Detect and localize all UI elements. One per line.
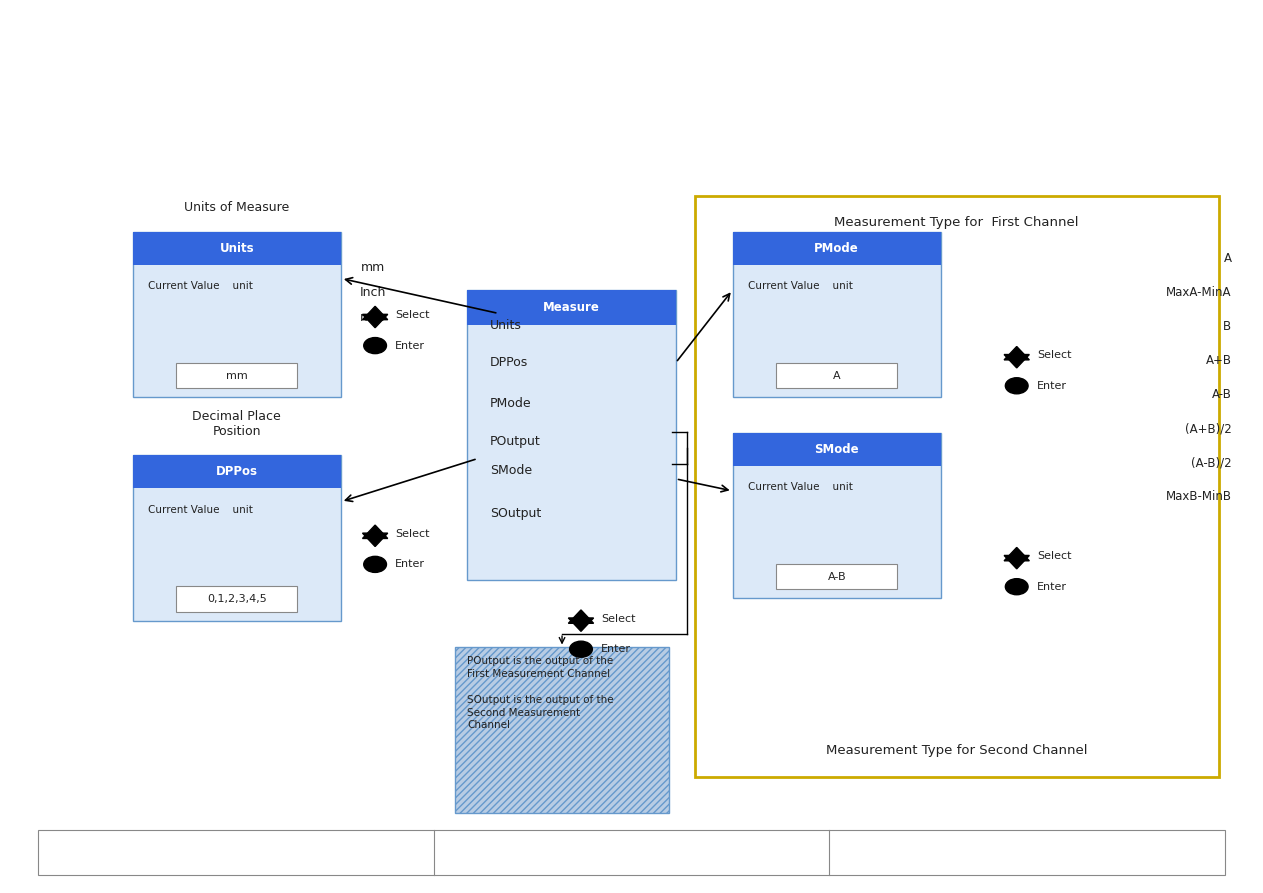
- Text: PMode: PMode: [815, 242, 859, 255]
- Text: A-B: A-B: [827, 572, 846, 581]
- FancyBboxPatch shape: [177, 586, 297, 612]
- FancyBboxPatch shape: [133, 455, 341, 488]
- FancyBboxPatch shape: [777, 563, 897, 589]
- FancyBboxPatch shape: [733, 433, 941, 466]
- Text: mm: mm: [226, 371, 248, 380]
- Polygon shape: [1004, 547, 1029, 561]
- Polygon shape: [568, 618, 594, 631]
- Text: Current Value    unit: Current Value unit: [748, 281, 853, 291]
- Polygon shape: [362, 314, 388, 328]
- Text: SMode: SMode: [815, 443, 859, 456]
- Text: SOutput: SOutput: [490, 507, 542, 521]
- Text: Select: Select: [1037, 551, 1071, 562]
- Text: (A+B)/2: (A+B)/2: [1185, 422, 1231, 435]
- Text: Enter: Enter: [395, 340, 426, 351]
- Text: POutput is the output of the
First Measurement Channel

SOutput is the output of: POutput is the output of the First Measu…: [467, 656, 614, 730]
- Text: DPPos: DPPos: [490, 356, 528, 370]
- Text: A+B: A+B: [1205, 355, 1231, 367]
- Text: mm: mm: [360, 262, 385, 274]
- Text: mils: mils: [360, 312, 385, 324]
- Text: Units: Units: [220, 242, 254, 255]
- Text: A-B: A-B: [1211, 388, 1231, 401]
- Circle shape: [364, 338, 386, 354]
- Text: A: A: [1224, 253, 1231, 265]
- Circle shape: [1005, 579, 1028, 595]
- Text: Units: Units: [490, 319, 522, 331]
- FancyBboxPatch shape: [467, 290, 676, 325]
- Text: Units of Measure: Units of Measure: [184, 201, 289, 214]
- Text: Measurement Type for Second Channel: Measurement Type for Second Channel: [826, 744, 1087, 757]
- FancyBboxPatch shape: [38, 830, 1225, 875]
- Text: Select: Select: [601, 613, 635, 624]
- Circle shape: [1005, 378, 1028, 394]
- Polygon shape: [362, 525, 388, 538]
- Polygon shape: [568, 610, 594, 623]
- Text: Enter: Enter: [1037, 380, 1067, 391]
- FancyBboxPatch shape: [777, 363, 897, 388]
- Polygon shape: [362, 533, 388, 547]
- Polygon shape: [1004, 555, 1029, 569]
- Text: PMode: PMode: [490, 396, 532, 410]
- FancyBboxPatch shape: [695, 196, 1219, 777]
- Text: Current Value    unit: Current Value unit: [748, 482, 853, 492]
- Polygon shape: [362, 306, 388, 320]
- Text: Enter: Enter: [601, 644, 632, 655]
- Circle shape: [570, 641, 592, 657]
- Text: Decimal Place
Position: Decimal Place Position: [192, 410, 282, 438]
- Text: Select: Select: [1037, 350, 1071, 361]
- Text: Inch: Inch: [360, 287, 385, 299]
- FancyBboxPatch shape: [177, 363, 297, 388]
- FancyBboxPatch shape: [455, 647, 669, 813]
- Polygon shape: [1004, 346, 1029, 360]
- Text: MaxA-MinA: MaxA-MinA: [1166, 287, 1231, 299]
- Text: Current Value    unit: Current Value unit: [148, 505, 253, 514]
- Text: MaxB-MinB: MaxB-MinB: [1166, 490, 1231, 503]
- Text: POutput: POutput: [490, 435, 541, 447]
- Text: 0,1,2,3,4,5: 0,1,2,3,4,5: [207, 594, 266, 604]
- Text: Select: Select: [395, 310, 429, 321]
- Text: Enter: Enter: [1037, 581, 1067, 592]
- FancyBboxPatch shape: [133, 455, 341, 621]
- Text: Select: Select: [395, 529, 429, 539]
- FancyBboxPatch shape: [133, 232, 341, 397]
- FancyBboxPatch shape: [467, 290, 676, 580]
- FancyBboxPatch shape: [733, 433, 941, 598]
- Text: Measure: Measure: [543, 301, 600, 314]
- Polygon shape: [1004, 355, 1029, 368]
- Circle shape: [364, 556, 386, 572]
- Text: A: A: [832, 371, 841, 380]
- FancyBboxPatch shape: [733, 232, 941, 265]
- Text: Measurement Type for  First Channel: Measurement Type for First Channel: [835, 216, 1079, 230]
- Text: SMode: SMode: [490, 463, 532, 477]
- Text: (A-B)/2: (A-B)/2: [1191, 456, 1231, 469]
- FancyBboxPatch shape: [133, 232, 341, 265]
- FancyBboxPatch shape: [733, 232, 941, 397]
- Text: Enter: Enter: [395, 559, 426, 570]
- Text: DPPos: DPPos: [216, 465, 258, 479]
- Text: Current Value    unit: Current Value unit: [148, 281, 253, 291]
- Text: B: B: [1224, 321, 1231, 333]
